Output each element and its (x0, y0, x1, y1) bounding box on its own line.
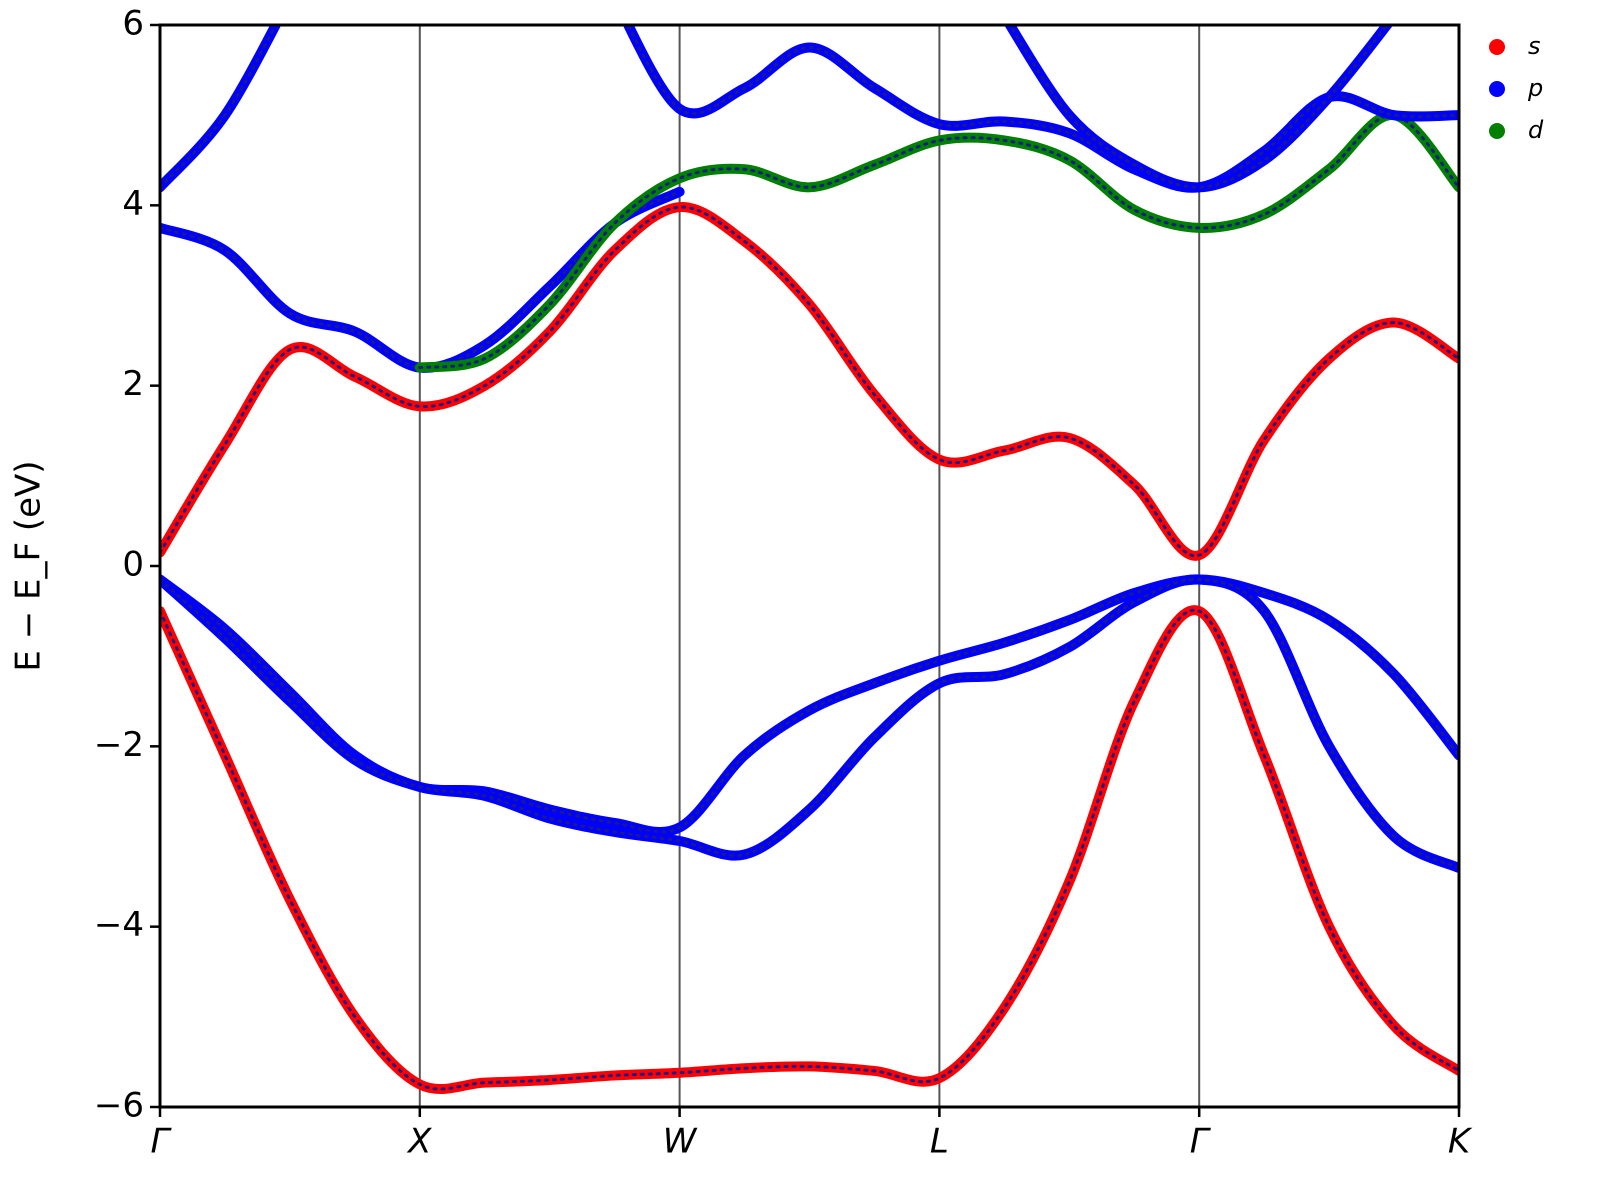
x-tick-label: W (663, 1122, 698, 1162)
y-tick-label: 2 (122, 364, 144, 404)
band-core (160, 608, 1459, 1091)
band-core (1008, 25, 1389, 189)
y-tick-label: 6 (122, 4, 144, 44)
x-tick-label: K (1448, 1122, 1473, 1162)
band-core (418, 113, 1459, 370)
legend-label: s (1528, 32, 1541, 60)
y-tick-label: 4 (122, 184, 144, 224)
legend: spd (1489, 32, 1544, 144)
band-core (160, 205, 1459, 558)
legend-label: p (1527, 74, 1543, 102)
legend-marker (1489, 123, 1505, 139)
band-core (160, 25, 278, 189)
y-tick-label: −6 (94, 1086, 144, 1126)
x-tick-label: X (406, 1122, 432, 1162)
band (160, 25, 282, 193)
legend-marker (1489, 81, 1505, 97)
bands (160, 25, 1459, 1095)
x-tick-label: L (930, 1122, 949, 1162)
band (160, 574, 1459, 874)
band-core (160, 578, 1459, 870)
ticks: −6 −4 −2 0 2 4 6 Γ X W L Γ K (94, 4, 1473, 1162)
band-core (626, 25, 1459, 190)
band (160, 202, 1459, 561)
y-axis-label: E − E_F (eV) (9, 460, 49, 671)
x-tick-label: Γ (151, 1122, 173, 1162)
y-tick-label: −2 (94, 725, 144, 765)
legend-marker (1489, 39, 1505, 55)
x-tick-label: Γ (1190, 1122, 1212, 1162)
y-tick-label: 0 (122, 545, 144, 585)
legend-label: d (1528, 116, 1544, 144)
y-tick-label: −4 (94, 905, 144, 945)
